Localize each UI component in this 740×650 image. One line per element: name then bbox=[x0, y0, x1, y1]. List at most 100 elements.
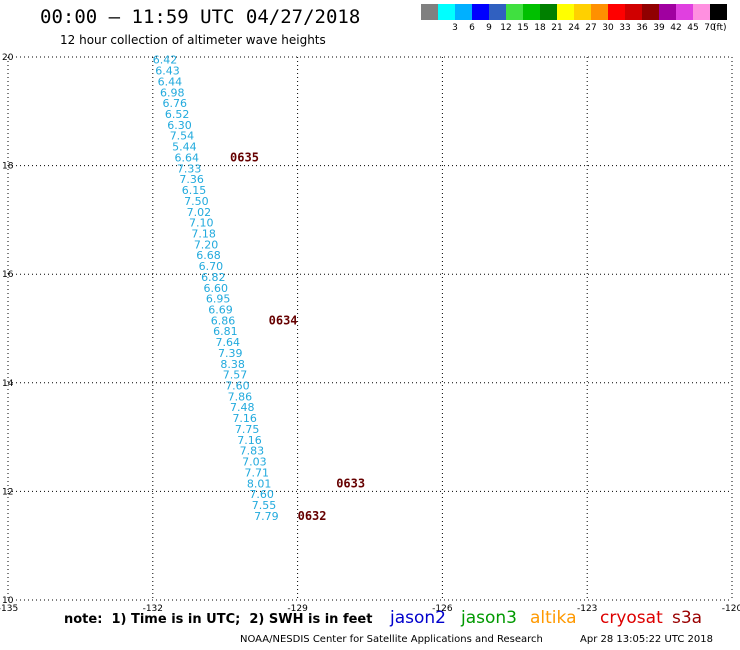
swh-value: 7.39 bbox=[218, 347, 243, 360]
scale-swatch bbox=[455, 4, 472, 20]
grid bbox=[7, 56, 733, 601]
swh-value: 6.68 bbox=[196, 249, 221, 262]
pass-time-label: 0632 bbox=[298, 509, 327, 523]
scale-swatch bbox=[523, 4, 540, 20]
y-tick-label: 16 bbox=[2, 270, 14, 280]
swh-value: 7.57 bbox=[223, 369, 248, 382]
pass-time-label: 0634 bbox=[269, 313, 298, 327]
swh-value: 6.52 bbox=[165, 108, 190, 121]
swh-value: 7.16 bbox=[232, 412, 257, 425]
legend-jason2: jason2 bbox=[390, 608, 446, 628]
scale-label: 21 bbox=[551, 23, 563, 33]
axis-ticks: -135 -132 -129 -126 -123 -120 10 12 14 16 18 20 bbox=[0, 53, 740, 614]
swh-value: 7.16 bbox=[237, 434, 262, 447]
swh-value: 7.75 bbox=[235, 423, 260, 436]
legend-jason3: jason3 bbox=[461, 608, 517, 628]
y-tick-label: 18 bbox=[2, 162, 14, 172]
swh-value: 7.55 bbox=[252, 499, 277, 512]
chart-title: 00:00 – 11:59 UTC 04/27/2018 bbox=[40, 6, 361, 28]
swh-value: 6.98 bbox=[160, 86, 185, 99]
scale-label: 6 bbox=[469, 23, 475, 33]
scale-label: 42 bbox=[670, 23, 682, 33]
swh-value: 7.02 bbox=[187, 206, 212, 219]
scale-label: 39 bbox=[653, 23, 665, 33]
scale-swatch bbox=[438, 4, 455, 20]
scale-swatch bbox=[676, 4, 693, 20]
swh-value: 6.43 bbox=[155, 65, 180, 78]
swh-value: 7.60 bbox=[249, 488, 273, 501]
y-tick-label: 20 bbox=[2, 53, 14, 63]
y-tick-label: 14 bbox=[2, 379, 14, 389]
swh-value: 6.30 bbox=[167, 119, 192, 132]
swh-value: 8.38 bbox=[220, 358, 245, 371]
swh-value: 7.10 bbox=[189, 217, 214, 230]
scale-label: 45 bbox=[687, 23, 699, 33]
x-tick-label: -135 bbox=[0, 604, 18, 614]
x-tick-label: -126 bbox=[432, 604, 453, 614]
scale-swatch bbox=[625, 4, 642, 20]
swh-values: 6.426.436.446.986.766.526.307.545.446.64… bbox=[153, 54, 279, 523]
swh-value: 8.01 bbox=[247, 477, 271, 490]
chart-subtitle: 12 hour collection of altimeter wave hei… bbox=[60, 33, 326, 47]
scale-label: 24 bbox=[568, 23, 580, 33]
scale-swatch bbox=[608, 4, 625, 20]
swh-value: 6.70 bbox=[199, 260, 224, 273]
swh-value: 7.20 bbox=[194, 238, 219, 251]
x-tick-label: -123 bbox=[577, 604, 597, 614]
scale-unit: (ft) bbox=[713, 23, 727, 33]
pass-time-label: 0635 bbox=[230, 150, 259, 164]
swh-value: 7.60 bbox=[225, 380, 250, 393]
y-tick-label: 12 bbox=[2, 487, 13, 497]
swh-value: 6.42 bbox=[153, 54, 178, 67]
swh-value: 6.64 bbox=[175, 151, 200, 164]
scale-label: 70 bbox=[704, 23, 716, 33]
x-tick-label: -120 bbox=[722, 604, 740, 614]
scale-swatch bbox=[489, 4, 506, 20]
scale-label: 33 bbox=[619, 23, 631, 33]
swh-value: 6.44 bbox=[158, 75, 183, 88]
scale-label: 36 bbox=[636, 23, 648, 33]
scale-swatch bbox=[506, 4, 523, 20]
swh-value: 6.60 bbox=[203, 282, 228, 295]
footer-timestamp: Apr 28 13:05:22 UTC 2018 bbox=[580, 634, 713, 645]
pass-times: 0635 0634 0633 0632 bbox=[230, 150, 365, 522]
scale-label: 30 bbox=[602, 23, 614, 33]
swh-value: 5.44 bbox=[172, 141, 197, 154]
swh-value: 6.15 bbox=[182, 184, 207, 197]
x-tick-label: -132 bbox=[143, 604, 163, 614]
scale-swatch bbox=[659, 4, 676, 20]
swh-value: 6.69 bbox=[208, 303, 233, 316]
scale-label: 15 bbox=[517, 23, 529, 33]
swh-value: 7.33 bbox=[177, 162, 202, 175]
swh-value: 7.48 bbox=[230, 401, 255, 414]
swh-value: 6.82 bbox=[201, 271, 226, 284]
legend-cryosat: cryosat bbox=[600, 608, 663, 628]
scale-swatch bbox=[557, 4, 574, 20]
x-tick-label: -129 bbox=[287, 604, 308, 614]
swh-value: 7.79 bbox=[254, 510, 279, 523]
swh-value: 7.54 bbox=[170, 130, 195, 143]
scale-label: 3 bbox=[452, 23, 458, 33]
swh-value: 6.95 bbox=[206, 293, 231, 306]
scale-swatch bbox=[591, 4, 608, 20]
footer-note: note: 1) Time is in UTC; 2) SWH is in fe… bbox=[64, 612, 373, 627]
scale-swatch bbox=[693, 4, 710, 20]
scale-label: 18 bbox=[534, 23, 546, 33]
y-tick-label: 10 bbox=[2, 596, 14, 606]
scale-swatch bbox=[540, 4, 557, 20]
scale-swatch bbox=[574, 4, 591, 20]
scale-label: 9 bbox=[486, 23, 492, 33]
swh-value: 7.36 bbox=[179, 173, 204, 186]
swh-value: 7.71 bbox=[245, 466, 269, 479]
scale-swatch bbox=[642, 4, 659, 20]
swh-value: 6.76 bbox=[162, 97, 187, 110]
swh-value: 7.83 bbox=[240, 445, 265, 458]
scale-swatch bbox=[421, 4, 438, 20]
legend-altika: altika bbox=[530, 608, 577, 628]
swh-value: 7.86 bbox=[228, 390, 253, 403]
footer-credit: NOAA/NESDIS Center for Satellite Applica… bbox=[240, 634, 543, 645]
pass-time-label: 0633 bbox=[336, 476, 365, 490]
swh-value: 7.50 bbox=[184, 195, 209, 208]
scale-label: 12 bbox=[500, 23, 512, 33]
